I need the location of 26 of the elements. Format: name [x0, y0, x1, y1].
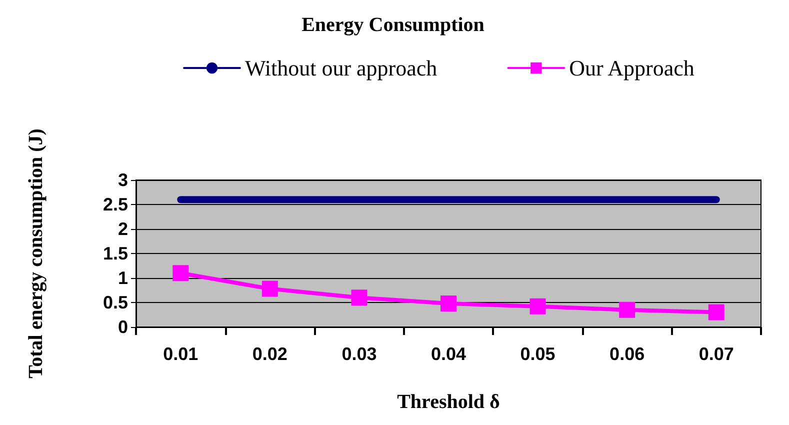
x-tick-label: 0.04 [430, 344, 466, 364]
point [351, 290, 368, 306]
y-tick-label: 3 [118, 170, 128, 190]
x-tick-label: 0.05 [520, 344, 556, 364]
point [619, 302, 636, 318]
point [440, 295, 456, 312]
y-axis-title: Total energy consumption (J) [25, 128, 47, 378]
x-axis-title: Threshold δ [397, 391, 500, 413]
point [172, 265, 189, 282]
chart-title: Energy Consumption [302, 14, 484, 36]
y-tick-label: 2 [118, 219, 128, 239]
legend-label: Our Approach [569, 56, 694, 80]
y-tick-label: 1.5 [102, 244, 128, 264]
x-tick-label: 0.02 [252, 344, 288, 364]
x-tick-label: 0.06 [610, 344, 645, 364]
legend-label: Without our approach [245, 56, 438, 80]
y-tick-label: 0 [118, 317, 128, 337]
x-tick-label: 0.01 [163, 344, 198, 364]
x-tick-label: 0.03 [342, 344, 377, 364]
x-tick-label: 0.07 [698, 344, 734, 364]
y-tick-label: 2.5 [102, 194, 128, 214]
point [262, 280, 278, 297]
y-tick-label: 1 [118, 268, 128, 288]
point [708, 304, 724, 320]
y-tick-label: 0.5 [102, 292, 128, 312]
point [530, 298, 546, 314]
